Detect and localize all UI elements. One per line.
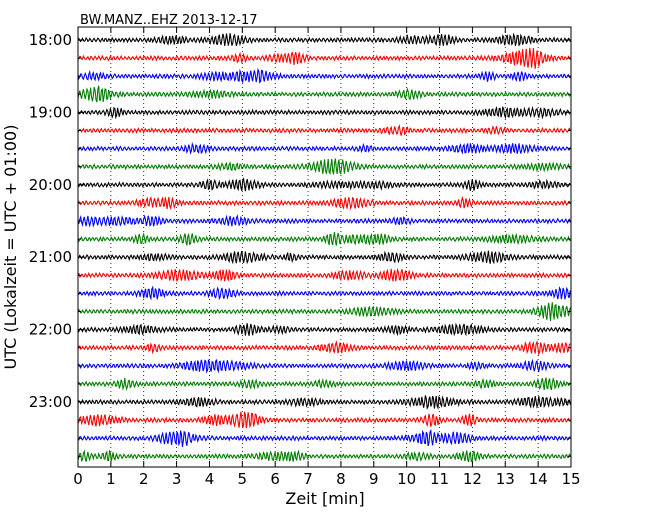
trace-11 [77, 232, 571, 246]
trace-20 [77, 395, 571, 410]
x-tick-label-9: 9 [369, 470, 379, 488]
axis-ticks [77, 27, 572, 467]
trace-15 [77, 302, 571, 322]
grid-lines [110, 27, 539, 467]
x-tick-label-5: 5 [238, 470, 248, 488]
x-tick-label-7: 7 [303, 470, 313, 488]
x-tick-labels: 0 1 2 3 4 5 6 7 8 9 10 11 12 13 14 15 [73, 470, 580, 488]
trace-7 [77, 158, 571, 176]
trace-5 [77, 123, 571, 136]
trace-3 [77, 85, 571, 103]
y-tick-label-1: 19:00 [29, 103, 72, 121]
y-tick-label-2: 20:00 [29, 176, 72, 194]
x-tick-label-1: 1 [106, 470, 116, 488]
trace-13 [77, 267, 571, 283]
x-tick-label-11: 11 [430, 470, 449, 488]
trace-12 [77, 250, 571, 265]
trace-8 [77, 177, 571, 192]
x-tick-label-15: 15 [561, 470, 580, 488]
y-tick-label-3: 21:00 [29, 248, 72, 266]
trace-18 [77, 358, 571, 374]
chart-title: BW.MANZ..EHZ 2013-12-17 [80, 13, 258, 28]
trace-16 [77, 322, 571, 337]
trace-23 [77, 449, 571, 463]
y-tick-label-0: 18:00 [29, 31, 72, 49]
x-axis-label: Zeit [min] [285, 489, 364, 508]
trace-22 [77, 428, 571, 447]
x-tick-label-4: 4 [205, 470, 215, 488]
plot-frame [77, 26, 572, 468]
trace-9 [77, 195, 571, 211]
x-tick-label-3: 3 [172, 470, 182, 488]
trace-17 [77, 339, 571, 357]
trace-0 [77, 32, 571, 47]
x-tick-label-0: 0 [73, 470, 83, 488]
x-tick-label-12: 12 [463, 470, 482, 488]
seismic-traces [77, 32, 571, 463]
y-tick-label-4: 22:00 [29, 321, 72, 339]
x-tick-label-8: 8 [336, 470, 346, 488]
y-tick-label-5: 23:00 [29, 393, 72, 411]
y-axis-label: UTC (Lokalzeit = UTC + 01:00) [1, 125, 20, 370]
trace-21 [77, 411, 571, 429]
trace-6 [77, 141, 571, 155]
trace-1 [77, 47, 571, 69]
trace-10 [77, 214, 571, 228]
trace-4 [77, 105, 571, 120]
x-tick-label-10: 10 [397, 470, 416, 488]
x-tick-label-13: 13 [496, 470, 515, 488]
x-tick-label-6: 6 [270, 470, 280, 488]
y-tick-labels: 18:00 19:00 20:00 21:00 22:00 23:00 [29, 31, 72, 411]
trace-2 [77, 67, 571, 84]
x-tick-label-2: 2 [139, 470, 149, 488]
trace-19 [77, 376, 571, 392]
x-tick-label-14: 14 [529, 470, 548, 488]
trace-14 [77, 285, 571, 301]
